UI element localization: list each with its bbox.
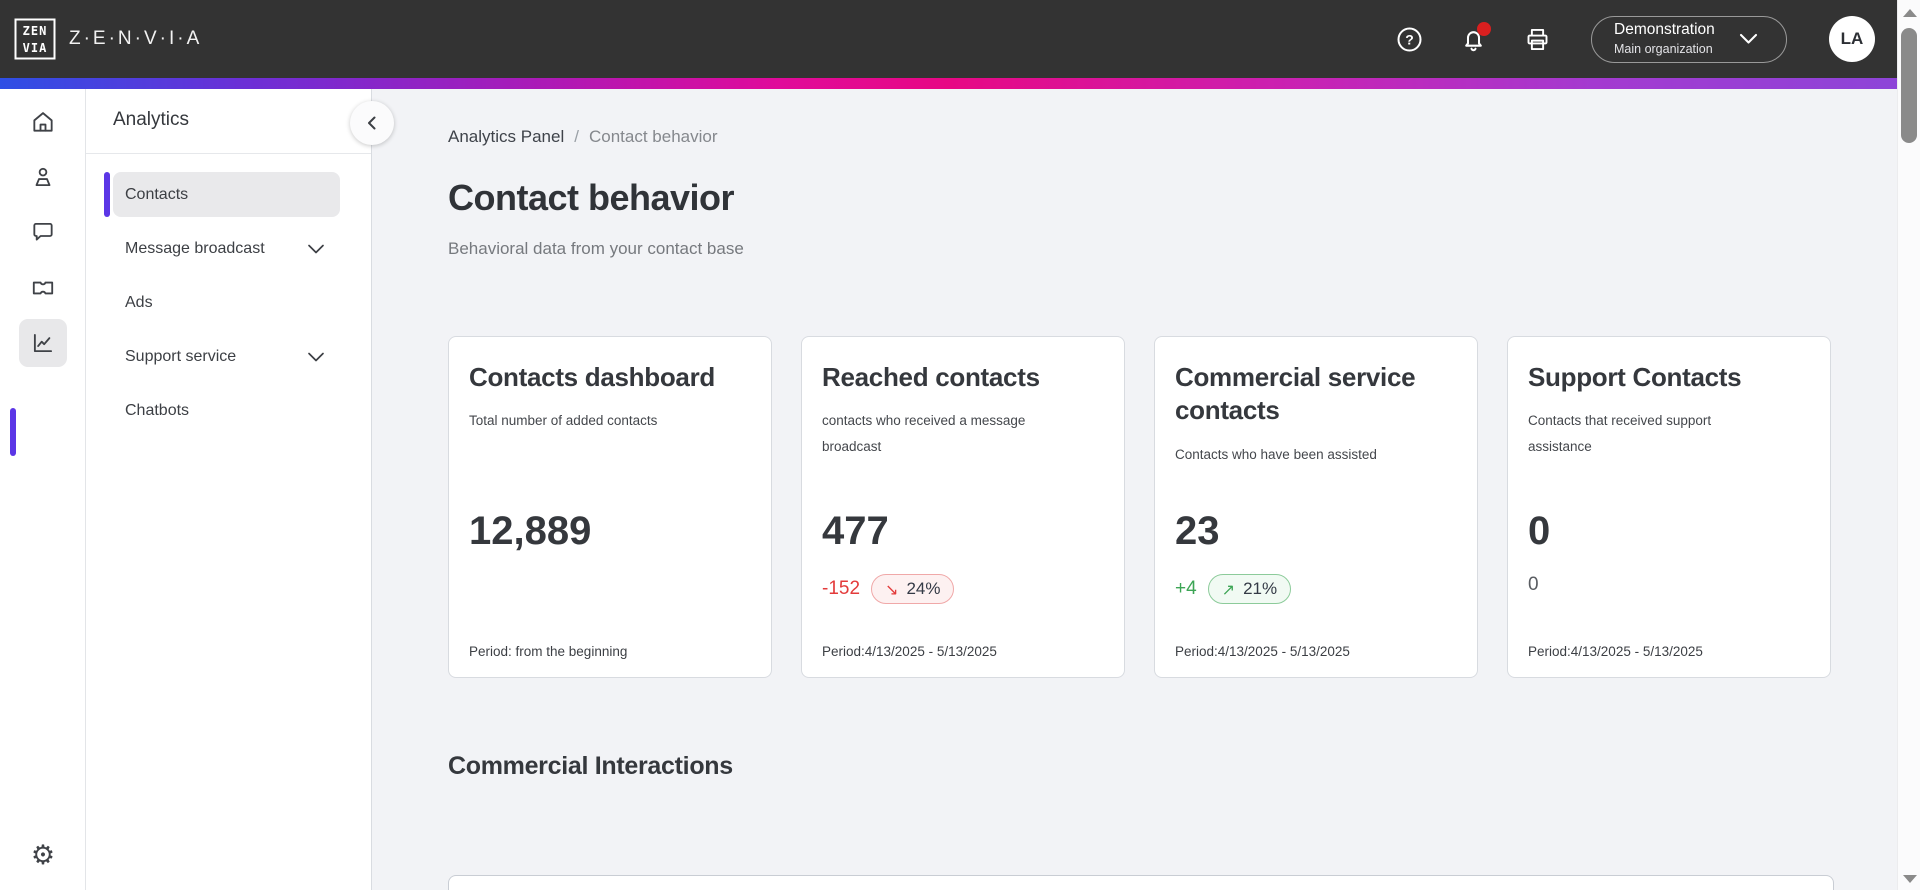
organization-subtitle: Main organization [1614,42,1713,57]
rail-settings-gear-icon[interactable]: ⚙ [30,839,56,871]
svg-text:?: ? [1405,31,1414,47]
card-contacts-dashboard: Contacts dashboard Total number of added… [448,336,772,678]
page-title: Contact behavior [448,177,735,218]
printer-icon[interactable] [1523,25,1551,53]
section-heading-commercial-interactions: Commercial Interactions [448,752,733,780]
card-description: Total number of added contacts [469,413,658,429]
notifications-bell-icon[interactable] [1459,22,1491,53]
card-period: Period: from the beginning [469,644,628,659]
sidebar-item-message-broadcast[interactable]: Message broadcast [113,226,340,271]
delta-value: +4 [1175,578,1197,599]
trend-percentage: 21% [1243,579,1278,598]
card-title: Contacts dashboard [469,362,715,392]
scrollbar-thumb[interactable] [1901,28,1917,143]
vertical-scrollbar[interactable] [1897,0,1920,890]
delta-value: 0 [1528,574,1539,595]
trend-badge: ↘ 24% [871,574,955,604]
scroll-down-button[interactable] [1903,875,1917,883]
card-value: 0 [1528,509,1551,553]
breadcrumb-separator: / [574,127,579,146]
active-item-indicator [104,172,110,217]
card-period: Period:4/13/2025 - 5/13/2025 [1175,644,1350,659]
card-description: Contacts who have been assisted [1175,446,1377,462]
icon-rail: ⚙ [0,89,86,890]
trend-up-arrow-icon: ↗ [1221,579,1236,599]
card-value: 477 [822,509,889,553]
rail-analytics-icon[interactable] [19,319,67,367]
breadcrumb-current: Contact behavior [588,127,718,146]
card-commercial-service-contacts: Commercial service contacts Contacts who… [1154,336,1478,678]
sidebar-item-chatbots[interactable]: Chatbots [125,401,190,419]
trend-percentage: 24% [906,579,941,598]
top-bar: ZEN VIA Z·E·N·V·I·A ? [0,0,1897,78]
card-support-contacts: Support Contacts Contacts that received … [1507,336,1831,678]
chevron-down-icon [306,350,326,364]
analytics-side-panel: Analytics Contacts Message broadcast Ads… [86,89,372,890]
trend-down-arrow-icon: ↘ [885,579,899,599]
panel-divider [86,153,371,154]
sidebar-item-ads[interactable]: Ads [125,293,153,311]
card-description: Contacts that received support assistanc… [1528,413,1712,454]
trend-badge: ↗ 21% [1207,574,1292,604]
rail-contacts-icon[interactable] [19,153,67,201]
card-period: Period:4/13/2025 - 5/13/2025 [822,644,997,659]
card-period: Period:4/13/2025 - 5/13/2025 [1528,644,1703,659]
rail-conversations-icon[interactable] [19,208,67,256]
organization-name: Demonstration [1614,21,1715,39]
card-title: Commercial service contacts [1175,362,1416,426]
breadcrumb: Analytics Panel / Contact behavior [448,127,718,147]
help-icon[interactable]: ? [1395,25,1423,53]
notification-badge-dot [1477,22,1491,36]
chevron-down-icon [1739,33,1758,45]
brand-gradient-bar [0,78,1897,89]
chevron-down-icon [306,242,326,256]
page-subtitle: Behavioral data from your contact base [448,239,744,258]
panel-title: Analytics [113,109,190,130]
card-title: Support Contacts [1528,362,1742,392]
kpi-cards-row: Contacts dashboard Total number of added… [448,336,1831,678]
panel-collapse-button[interactable] [350,101,394,145]
organization-switcher[interactable]: Demonstration Main organization [1591,15,1787,63]
zenvia-logo-icon[interactable]: ZEN VIA [14,18,56,60]
card-value: 23 [1175,509,1220,553]
delta-value: -152 [822,578,861,599]
scroll-up-button[interactable] [1903,9,1917,17]
sidebar-item-contacts[interactable]: Contacts [104,172,340,217]
rail-home-icon[interactable] [19,98,67,146]
commercial-interactions-card [448,875,1834,890]
breadcrumb-analytics-panel[interactable]: Analytics Panel [448,127,565,146]
rail-tickets-icon[interactable] [19,264,67,312]
svg-text:VIA: VIA [23,41,48,55]
svg-text:ZEN: ZEN [23,24,48,38]
card-description: contacts who received a message broadcas… [822,413,1026,454]
active-rail-indicator [10,408,16,456]
card-reached-contacts: Reached contacts contacts who received a… [801,336,1125,678]
card-value: 12,889 [469,509,592,553]
main-content: Analytics Panel / Contact behavior Conta… [373,89,1897,890]
card-title: Reached contacts [822,362,1040,392]
brand-wordmark: Z·E·N·V·I·A [69,28,203,49]
sidebar-item-support-service[interactable]: Support service [113,334,340,379]
user-avatar[interactable]: LA [1829,16,1875,62]
